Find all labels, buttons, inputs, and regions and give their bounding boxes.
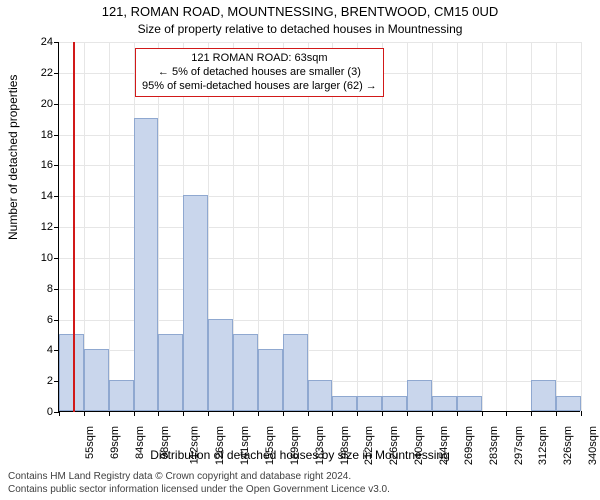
histogram-bar bbox=[457, 396, 482, 411]
ytick-label: 16 bbox=[25, 159, 53, 171]
footer-line: Contains public sector information licen… bbox=[8, 484, 592, 497]
ytick-mark bbox=[54, 320, 59, 321]
xtick-mark bbox=[109, 411, 110, 416]
histogram-bar bbox=[308, 380, 333, 411]
vgrid-line bbox=[482, 42, 483, 412]
ytick-mark bbox=[54, 73, 59, 74]
chart-title: 121, ROMAN ROAD, MOUNTNESSING, BRENTWOOD… bbox=[0, 4, 600, 19]
xtick-mark bbox=[208, 411, 209, 416]
vgrid-line bbox=[432, 42, 433, 412]
ytick-label: 10 bbox=[25, 252, 53, 264]
histogram-bar bbox=[332, 396, 357, 411]
xtick-mark bbox=[84, 411, 85, 416]
histogram-bar bbox=[109, 380, 134, 411]
xtick-mark bbox=[556, 411, 557, 416]
hgrid-line bbox=[59, 104, 581, 105]
histogram-bar bbox=[283, 334, 308, 411]
xtick-mark bbox=[308, 411, 309, 416]
ytick-label: 4 bbox=[25, 344, 53, 356]
vgrid-line bbox=[382, 42, 383, 412]
ytick-mark bbox=[54, 289, 59, 290]
xtick-mark bbox=[531, 411, 532, 416]
ytick-label: 2 bbox=[25, 375, 53, 387]
ytick-label: 24 bbox=[25, 36, 53, 48]
xtick-mark bbox=[457, 411, 458, 416]
histogram-bar bbox=[432, 396, 457, 411]
y-axis-label: Number of detached properties bbox=[6, 75, 20, 240]
ytick-label: 8 bbox=[25, 283, 53, 295]
vgrid-line bbox=[308, 42, 309, 412]
ytick-mark bbox=[54, 42, 59, 43]
histogram-bar bbox=[208, 319, 233, 412]
ytick-label: 22 bbox=[25, 67, 53, 79]
x-axis-label: Distribution of detached houses by size … bbox=[0, 448, 600, 462]
xtick-mark bbox=[432, 411, 433, 416]
ytick-mark bbox=[54, 258, 59, 259]
chart-container: 121, ROMAN ROAD, MOUNTNESSING, BRENTWOOD… bbox=[0, 0, 600, 500]
footer-line: Contains HM Land Registry data © Crown c… bbox=[8, 471, 592, 484]
xtick-mark bbox=[407, 411, 408, 416]
ytick-label: 12 bbox=[25, 221, 53, 233]
vgrid-line bbox=[531, 42, 532, 412]
ytick-label: 20 bbox=[25, 98, 53, 110]
ytick-mark bbox=[54, 104, 59, 105]
ytick-label: 6 bbox=[25, 314, 53, 326]
histogram-bar bbox=[556, 396, 581, 411]
histogram-bar bbox=[233, 334, 258, 411]
histogram-bar bbox=[407, 380, 432, 411]
histogram-bar bbox=[382, 396, 407, 411]
histogram-bar bbox=[59, 334, 84, 411]
annotation-box: 121 ROMAN ROAD: 63sqm← 5% of detached ho… bbox=[135, 48, 384, 97]
annotation-line: 95% of semi-detached houses are larger (… bbox=[142, 80, 377, 94]
xtick-mark bbox=[581, 411, 582, 416]
plot-inner: 02468101214161820222455sqm69sqm84sqm98sq… bbox=[58, 42, 580, 412]
ytick-label: 0 bbox=[25, 406, 53, 418]
vgrid-line bbox=[556, 42, 557, 412]
xtick-mark bbox=[258, 411, 259, 416]
histogram-bar bbox=[357, 396, 382, 411]
ytick-mark bbox=[54, 227, 59, 228]
histogram-bar bbox=[258, 349, 283, 411]
ytick-mark bbox=[54, 196, 59, 197]
ytick-mark bbox=[54, 135, 59, 136]
ytick-mark bbox=[54, 165, 59, 166]
histogram-bar bbox=[183, 195, 208, 411]
ytick-label: 14 bbox=[25, 190, 53, 202]
xtick-mark bbox=[332, 411, 333, 416]
vgrid-line bbox=[407, 42, 408, 412]
annotation-line: 121 ROMAN ROAD: 63sqm bbox=[142, 52, 377, 66]
xtick-mark bbox=[283, 411, 284, 416]
hgrid-line bbox=[59, 42, 581, 43]
histogram-bar bbox=[531, 380, 556, 411]
xtick-mark bbox=[183, 411, 184, 416]
xtick-mark bbox=[158, 411, 159, 416]
xtick-mark bbox=[506, 411, 507, 416]
xtick-mark bbox=[59, 411, 60, 416]
vgrid-line bbox=[506, 42, 507, 412]
footer-attribution: Contains HM Land Registry data © Crown c… bbox=[8, 471, 592, 496]
histogram-bar bbox=[84, 349, 109, 411]
plot-area: 02468101214161820222455sqm69sqm84sqm98sq… bbox=[58, 42, 580, 412]
xtick-mark bbox=[482, 411, 483, 416]
chart-subtitle: Size of property relative to detached ho… bbox=[0, 22, 600, 36]
histogram-bar bbox=[158, 334, 183, 411]
annotation-line: ← 5% of detached houses are smaller (3) bbox=[142, 66, 377, 80]
vgrid-line bbox=[457, 42, 458, 412]
marker-line bbox=[73, 42, 75, 412]
vgrid-line bbox=[332, 42, 333, 412]
xtick-mark bbox=[233, 411, 234, 416]
vgrid-line bbox=[357, 42, 358, 412]
xtick-mark bbox=[134, 411, 135, 416]
xtick-mark bbox=[382, 411, 383, 416]
vgrid-line bbox=[581, 42, 582, 412]
vgrid-line bbox=[109, 42, 110, 412]
ytick-label: 18 bbox=[25, 129, 53, 141]
histogram-bar bbox=[134, 118, 159, 411]
xtick-mark bbox=[357, 411, 358, 416]
